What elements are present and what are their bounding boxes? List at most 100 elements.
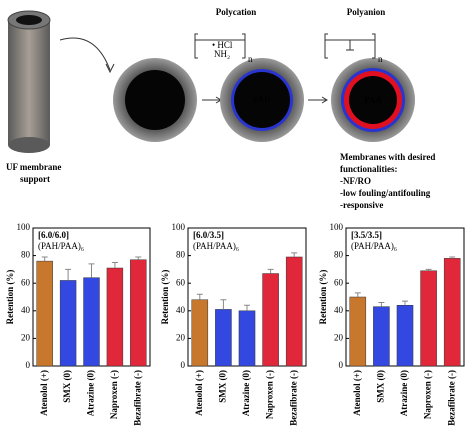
bar	[396, 305, 414, 367]
x-tick-label: SMX (0)	[217, 370, 227, 403]
bar	[238, 310, 256, 367]
error-bar	[425, 268, 432, 271]
x-tick-label: Atenolol (+)	[352, 370, 362, 416]
bar	[59, 280, 77, 367]
chart-title: [6.0/6.0]	[38, 230, 69, 240]
membrane-core	[125, 70, 185, 130]
x-tick-label: Naproxen (-)	[109, 370, 119, 419]
tube-base	[8, 137, 50, 153]
error-bar	[41, 256, 48, 262]
x-tick-label: SMX (0)	[62, 370, 72, 403]
result-text: functionalities:	[340, 164, 398, 174]
error-bar	[65, 268, 72, 281]
y-tick-label: 100	[330, 222, 344, 232]
y-tick-label: 100	[172, 222, 186, 232]
result-text: Membranes with desired	[340, 152, 435, 162]
x-tick-label: Atrazine (0)	[86, 370, 96, 416]
x-tick-label: SMX (0)	[375, 370, 385, 403]
bar	[83, 277, 100, 367]
error-bar	[354, 292, 361, 297]
y-tick-label: 40	[21, 305, 31, 315]
result-text: -NF/RO	[340, 176, 371, 186]
bar	[215, 309, 232, 367]
x-tick-label: Atenolol (+)	[39, 370, 49, 416]
membrane-core	[349, 76, 397, 124]
chart-title: [3.5/3.5]	[351, 230, 382, 240]
arrow	[59, 37, 111, 71]
support-label: UF membrane	[6, 162, 61, 172]
structure-text: NH₂	[214, 49, 230, 59]
y-tick-label: 60	[21, 277, 31, 287]
error-bar	[135, 256, 142, 260]
x-tick-label: Atrazine (0)	[399, 370, 409, 416]
y-tick-label: 80	[21, 250, 31, 260]
y-tick-label: 20	[21, 332, 31, 342]
error-bar	[111, 262, 118, 269]
y-tick-label: 20	[334, 332, 344, 342]
y-axis-label: Retention (%)	[318, 270, 328, 325]
diagram: UF membrane support PAH PAA Polycation P…	[6, 7, 435, 210]
bar	[420, 270, 437, 367]
x-tick-label: Bezafibrate (-)	[446, 370, 456, 426]
x-tick-label: Atenolol (+)	[194, 370, 204, 416]
error-bar	[244, 304, 250, 311]
y-tick-label: 0	[339, 360, 344, 370]
error-bar	[220, 299, 227, 310]
x-tick-label: Naproxen (-)	[423, 370, 433, 419]
y-tick-label: 60	[176, 277, 186, 287]
paa-label: PAA	[364, 95, 382, 105]
bar	[36, 260, 53, 367]
chart-subtitle: (PAH/PAA)₆	[351, 241, 397, 251]
membrane-core	[234, 72, 290, 128]
tube-hole	[16, 15, 42, 25]
structure	[324, 33, 376, 59]
structure-text: n	[378, 54, 383, 64]
bar	[373, 306, 390, 367]
polyanion: Polyanion	[347, 7, 386, 17]
polycation: Polycation	[216, 7, 257, 17]
bar	[191, 299, 209, 367]
result-text: -responsive	[340, 200, 383, 210]
y-tick-label: 40	[176, 305, 186, 315]
y-tick-label: 20	[176, 332, 186, 342]
chart-subtitle: (PAH/PAA)₆	[38, 241, 84, 251]
error-bar	[378, 302, 385, 307]
bar	[349, 296, 367, 367]
x-tick-label: Bezafibrate (-)	[288, 370, 298, 426]
bar	[285, 256, 303, 367]
x-tick-label: Bezafibrate (-)	[132, 370, 142, 426]
structure	[194, 33, 246, 59]
bar	[262, 273, 279, 367]
pah-label: PAH	[253, 94, 271, 104]
x-tick-label: Atrazine (0)	[241, 370, 251, 416]
support-label: support	[20, 174, 50, 184]
error-bar	[402, 300, 408, 306]
error-bar	[291, 252, 298, 257]
chart-title: [6.0/3.5]	[193, 230, 224, 240]
structure-text: • HCl	[212, 40, 233, 50]
y-axis-label: Retention (%)	[160, 270, 170, 325]
bar	[130, 259, 147, 367]
x-tick-label: Naproxen (-)	[265, 370, 275, 419]
y-tick-label: 60	[334, 277, 344, 287]
bar	[106, 267, 124, 367]
y-tick-label: 80	[176, 250, 186, 260]
structure-text: n	[248, 54, 253, 64]
arrow-head	[105, 63, 115, 74]
y-tick-label: 80	[334, 250, 344, 260]
error-bar	[267, 268, 274, 274]
error-bar	[449, 256, 456, 259]
chart-subtitle: (PAH/PAA)₆	[193, 241, 239, 251]
tube	[8, 20, 50, 145]
error-bar	[88, 263, 95, 278]
error-bar	[196, 293, 203, 300]
result-text: -low fouling/antifouling	[340, 188, 431, 198]
y-tick-label: 0	[26, 360, 31, 370]
y-tick-label: 40	[334, 305, 344, 315]
arrow-head	[321, 96, 328, 104]
y-tick-label: 100	[17, 222, 31, 232]
y-tick-label: 0	[181, 360, 186, 370]
y-axis-label: Retention (%)	[5, 270, 15, 325]
bar	[443, 258, 461, 367]
